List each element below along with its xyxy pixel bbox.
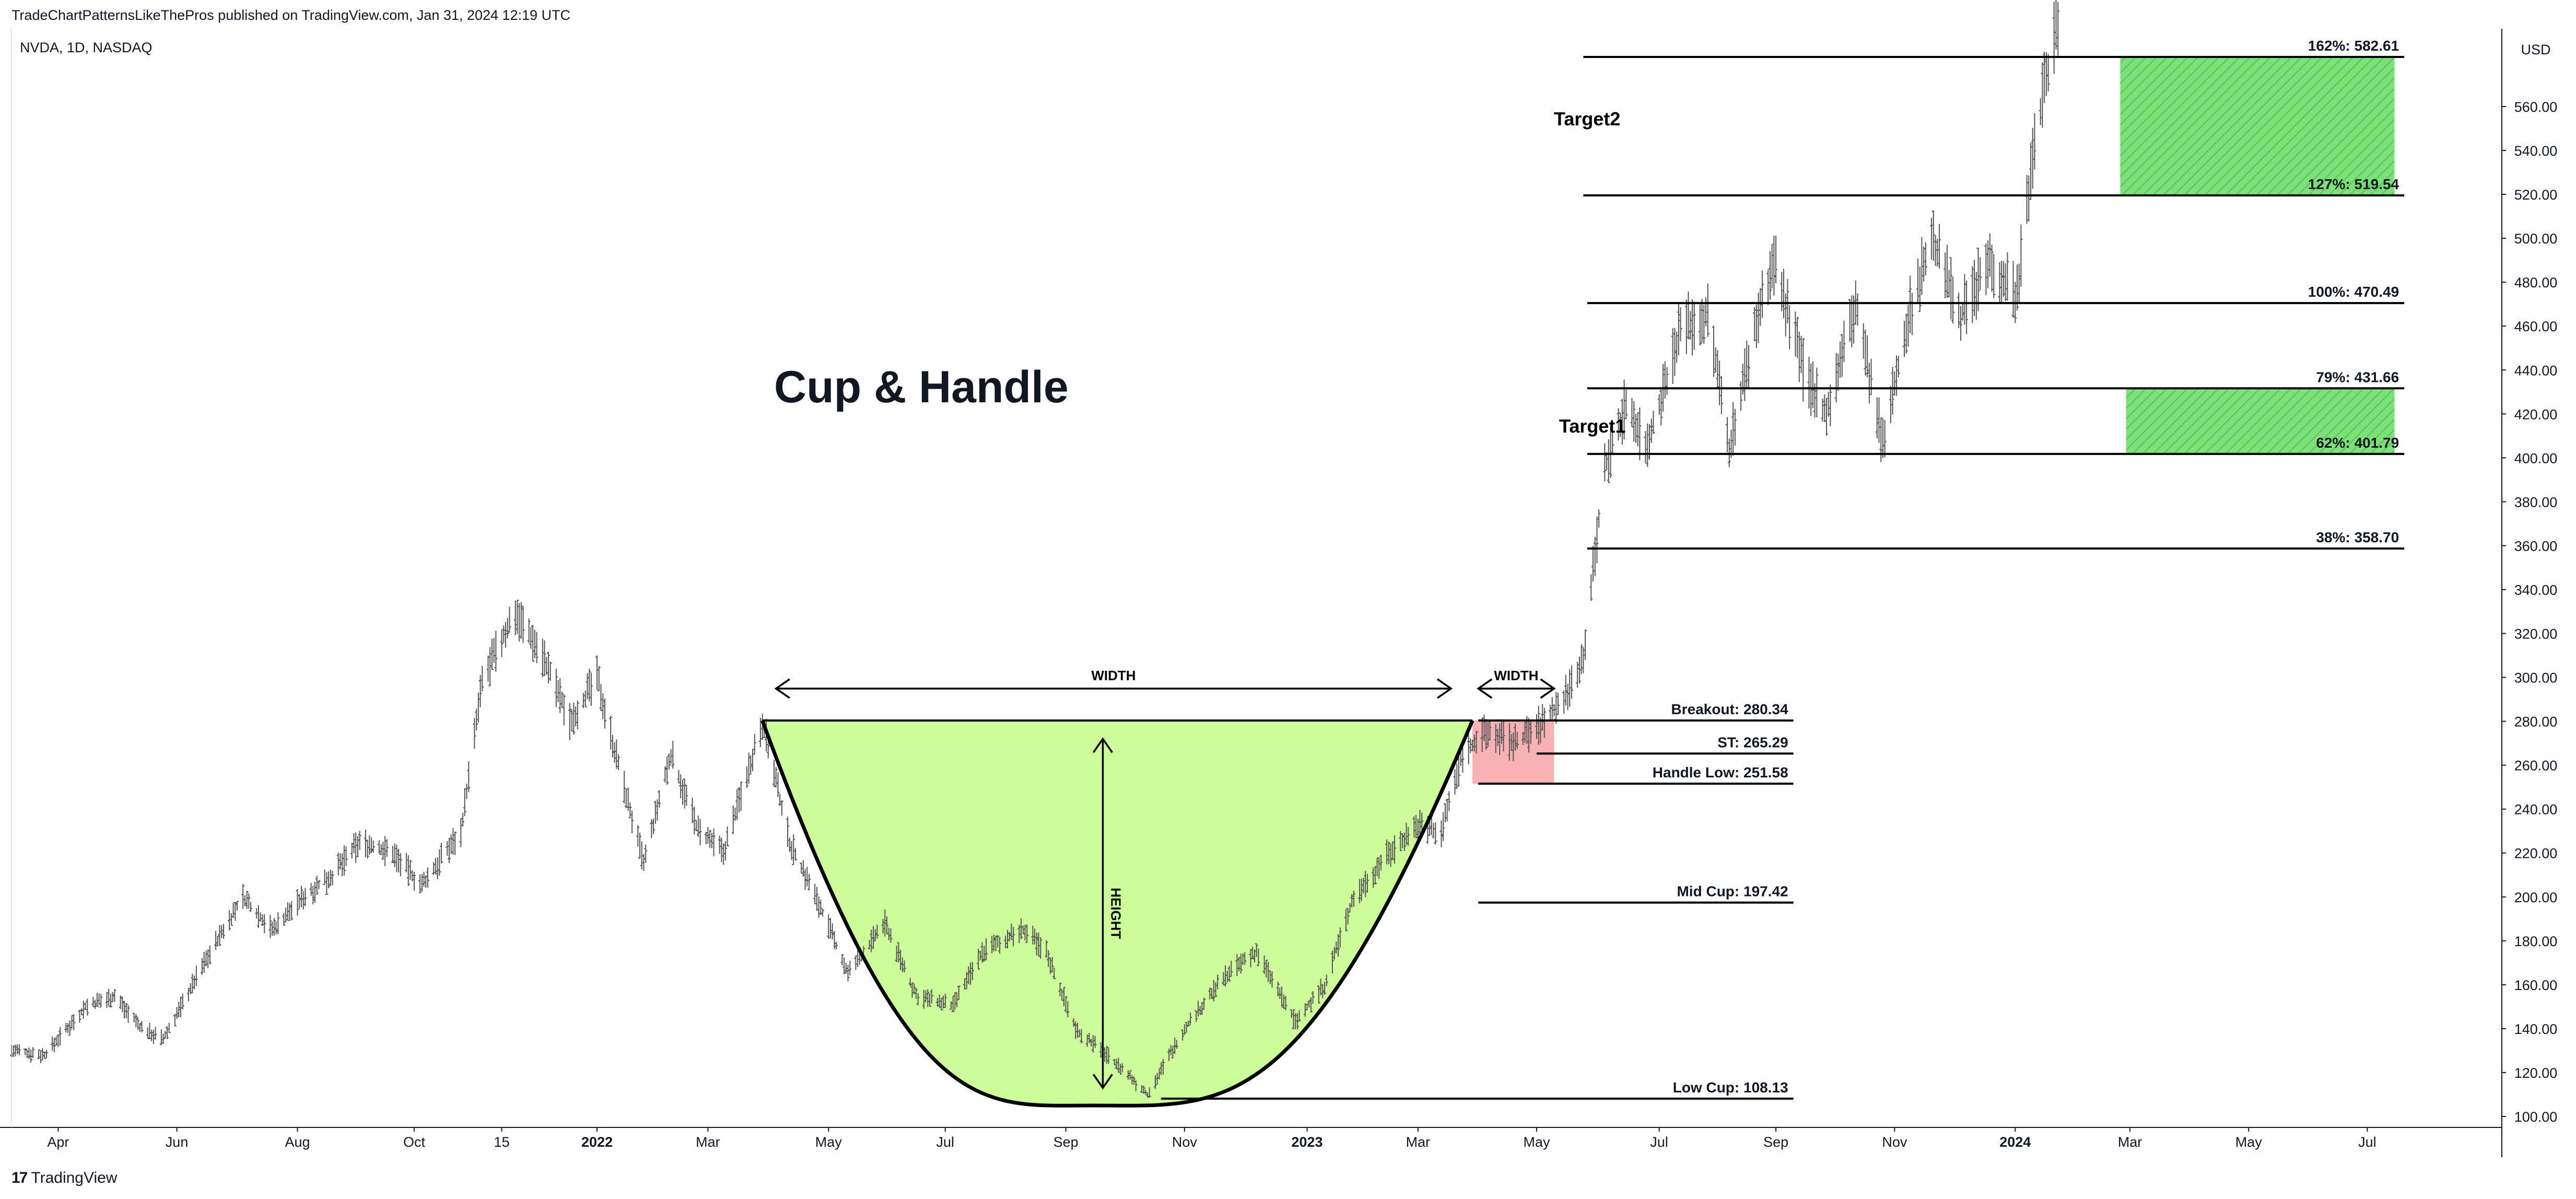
height-arrow-heads bbox=[1093, 737, 1113, 1090]
y-tick-label-7: 240.00 bbox=[2514, 802, 2558, 818]
y-tick-label-14: 380.00 bbox=[2514, 494, 2558, 510]
y-tick-label-5: 200.00 bbox=[2514, 890, 2558, 905]
x-tick-label-0: Apr bbox=[47, 1134, 69, 1150]
y-tick-label-18: 460.00 bbox=[2514, 319, 2558, 334]
currency-label: USD bbox=[2521, 42, 2550, 57]
x-tick-label-8: Jul bbox=[936, 1134, 955, 1150]
level-label-1: 127%: 519.54 bbox=[2308, 176, 2399, 192]
cup-fill bbox=[762, 720, 1473, 1106]
x-tick-label-20: Jul bbox=[2358, 1134, 2376, 1150]
level-label-8: Handle Low: 251.58 bbox=[1653, 764, 1788, 781]
brand-label: TradingView bbox=[31, 1169, 118, 1186]
cup-width-arrow-heads bbox=[774, 678, 1453, 699]
x-tick-label-17: 2024 bbox=[1999, 1134, 2031, 1150]
x-tick-label-12: Mar bbox=[1406, 1134, 1431, 1150]
x-tick-label-6: Mar bbox=[696, 1134, 720, 1150]
level-label-3: 79%: 431.66 bbox=[2316, 369, 2399, 385]
x-tick-label-9: Sep bbox=[1053, 1134, 1079, 1150]
y-tick-label-23: 560.00 bbox=[2514, 99, 2558, 115]
level-label-4: 62%: 401.79 bbox=[2316, 435, 2399, 451]
y-tick-label-21: 520.00 bbox=[2514, 187, 2558, 203]
x-tick-label-10: Nov bbox=[1172, 1134, 1198, 1150]
x-tick-label-4: 15 bbox=[494, 1134, 510, 1150]
y-tick-label-22: 540.00 bbox=[2514, 143, 2558, 159]
tradingview-logo-icon: 17 bbox=[11, 1169, 28, 1186]
y-tick-label-9: 280.00 bbox=[2514, 714, 2558, 730]
publisher-info: TradeChartPatternsLikeThePros published … bbox=[11, 7, 571, 23]
height-label: HEIGHT bbox=[1108, 888, 1123, 939]
y-tick-label-15: 400.00 bbox=[2514, 450, 2558, 466]
x-tick-label-14: Jul bbox=[1650, 1134, 1668, 1150]
y-tick-label-16: 420.00 bbox=[2514, 406, 2558, 422]
symbol-info[interactable]: NVDA, 1D, NASDAQ bbox=[20, 40, 153, 55]
handle-width-label: WIDTH bbox=[1494, 668, 1538, 683]
y-tick-label-0: 100.00 bbox=[2514, 1109, 2558, 1125]
x-tick-label-16: Nov bbox=[1882, 1134, 1907, 1150]
x-tick-label-19: May bbox=[2235, 1134, 2263, 1150]
x-tick-label-7: May bbox=[815, 1134, 842, 1150]
cup-width-label: WIDTH bbox=[1091, 668, 1135, 683]
tradingview-logo[interactable]: 17 TradingView bbox=[11, 1169, 117, 1187]
level-label-0: 162%: 582.61 bbox=[2308, 38, 2399, 54]
x-tick-label-5: 2022 bbox=[581, 1134, 613, 1150]
y-tick-label-8: 260.00 bbox=[2514, 758, 2558, 774]
level-label-9: Mid Cup: 197.42 bbox=[1677, 883, 1788, 900]
x-tick-label-1: Jun bbox=[166, 1134, 189, 1150]
y-tick-label-10: 300.00 bbox=[2514, 670, 2558, 686]
y-tick-label-13: 360.00 bbox=[2514, 538, 2558, 554]
target1-label: Target1 bbox=[1559, 415, 1625, 437]
y-tick-label-20: 500.00 bbox=[2514, 231, 2558, 247]
x-tick-label-13: May bbox=[1524, 1134, 1551, 1150]
y-tick-label-2: 140.00 bbox=[2514, 1021, 2558, 1037]
target-zone-2 bbox=[2126, 388, 2395, 454]
level-label-6: Breakout: 280.34 bbox=[1671, 701, 1789, 717]
x-tick-label-11: 2023 bbox=[1291, 1134, 1322, 1150]
level-label-2: 100%: 470.49 bbox=[2308, 284, 2399, 300]
x-tick-label-18: Mar bbox=[2118, 1134, 2142, 1150]
x-tick-label-3: Oct bbox=[403, 1134, 426, 1150]
y-tick-label-3: 160.00 bbox=[2514, 977, 2558, 993]
y-tick-label-11: 320.00 bbox=[2514, 626, 2558, 642]
level-label-7: ST: 265.29 bbox=[1717, 734, 1788, 750]
y-tick-label-1: 120.00 bbox=[2514, 1065, 2558, 1081]
x-tick-label-2: Aug bbox=[285, 1134, 310, 1150]
handle-width-arrow-heads bbox=[1477, 678, 1556, 699]
level-label-10: Low Cup: 108.13 bbox=[1673, 1079, 1788, 1096]
chart-title: Cup & Handle bbox=[774, 362, 1069, 412]
y-tick-label-12: 340.00 bbox=[2514, 582, 2558, 598]
y-tick-label-17: 440.00 bbox=[2514, 363, 2558, 378]
cup-outline bbox=[760, 719, 1474, 1108]
y-tick-label-6: 220.00 bbox=[2514, 846, 2558, 862]
target-zone-1 bbox=[2120, 56, 2395, 196]
y-tick-label-4: 180.00 bbox=[2514, 934, 2558, 949]
target2-label: Target2 bbox=[1554, 108, 1620, 130]
x-tick-label-15: Sep bbox=[1763, 1134, 1788, 1150]
level-label-5: 38%: 358.70 bbox=[2316, 529, 2399, 545]
y-tick-label-19: 480.00 bbox=[2514, 275, 2558, 290]
